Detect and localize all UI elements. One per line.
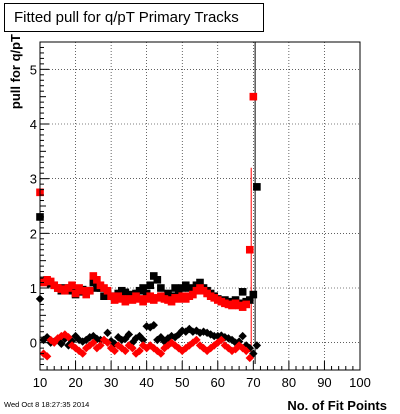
data-point [89,338,98,347]
y-tick-label: 5 [30,62,37,77]
x-tick-label: 30 [104,375,118,390]
data-point [78,337,87,346]
x-tick-label: 10 [33,375,47,390]
data-point [202,328,212,338]
data-point [85,286,94,295]
data-point [131,349,141,358]
data-point [157,284,165,292]
data-point [245,296,254,304]
data-point [82,343,91,353]
data-point [149,320,158,330]
data-point [189,290,197,299]
data-point [46,277,55,286]
data-point [174,288,183,297]
data-point [103,328,112,338]
data-point [242,300,251,309]
data-point [249,290,258,299]
data-point [170,341,180,350]
data-point [188,327,198,336]
x-tick-label: 40 [139,375,153,390]
y-tick-label: 4 [30,117,37,132]
data-point [110,296,119,304]
data-point [138,341,148,350]
data-point [135,346,144,356]
x-tick-label: 50 [175,375,189,390]
data-point [170,333,180,342]
x-tick-label: 60 [211,375,225,390]
x-axis-title: No. of Fit Points [287,398,387,413]
data-point [167,297,176,306]
data-point [103,338,112,347]
data-point [227,335,237,345]
data-point [103,286,112,295]
x-tick-label: 20 [68,375,82,390]
data-point [234,341,244,350]
x-tick-label: 70 [246,375,260,390]
data-point [57,339,66,348]
data-point [238,331,247,341]
data-point [71,289,80,298]
data-point [139,284,147,292]
data-point [202,346,212,356]
y-tick-label: 2 [30,226,37,241]
chart-grid [40,42,360,370]
x-tick-label: 80 [282,375,296,390]
data-point [163,334,173,343]
data-point [253,183,261,191]
data-point [252,341,262,350]
plot-frame [39,41,361,371]
x-tick-label: 100 [349,375,371,390]
y-tick-label: 1 [30,281,37,296]
data-point [82,290,91,299]
data-point [107,292,115,300]
data-point [249,92,258,101]
data-point [146,281,155,290]
data-point [68,281,76,290]
data-point [64,333,73,342]
data-point [121,346,130,356]
data-point [196,278,204,287]
data-point [114,341,123,350]
data-point [146,292,155,300]
data-point [245,353,254,363]
data-point [227,346,237,356]
data-point [128,343,137,353]
x-tick-label: 90 [317,375,331,390]
data-point [78,286,87,295]
data-point [128,296,137,304]
y-tick-label: 3 [30,172,37,187]
data-point [149,272,158,280]
data-point [78,349,87,358]
data-point [138,335,148,345]
chart-marks [35,92,262,363]
tick-labels: 10 20 30 40 50 60 70 80 90 100 0 1 2 3 4 5 [30,62,371,390]
data-point [238,288,247,296]
data-point [92,343,102,353]
y-axis-title: pull for q/pT [8,34,23,109]
data-point [220,341,230,350]
axis-ticks [39,41,361,371]
data-point [245,245,254,254]
data-point [93,276,101,284]
data-point [192,335,201,345]
chart-title: Fitted pull for q/pT Primary Tracks [14,9,239,26]
data-point [242,346,251,356]
data-point [195,341,205,350]
data-point [124,341,134,350]
y-tick-label: 0 [30,336,37,351]
data-point [110,346,119,356]
timestamp: Wed Oct 8 18:27:35 2014 [4,400,90,409]
data-point [153,276,162,284]
data-point [124,330,134,339]
data-point [171,284,179,292]
data-point [156,349,166,358]
chart-title-box: Fitted pull for q/pT Primary Tracks [4,3,264,32]
data-point [42,352,52,361]
data-point [89,272,98,280]
data-point [131,334,141,343]
data-point [217,335,226,345]
data-point [96,341,105,350]
